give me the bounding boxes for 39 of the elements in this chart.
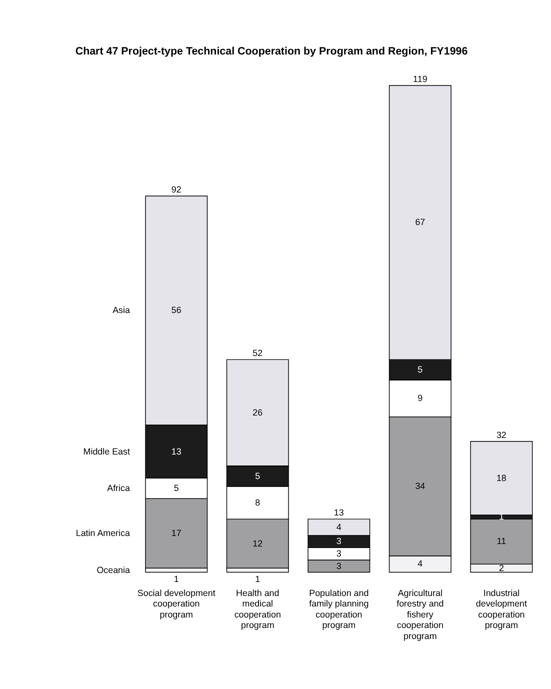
x-tick-label: Social development cooperation program	[137, 588, 216, 620]
data-label: 1	[255, 574, 260, 584]
total-label: 32	[496, 430, 506, 440]
x-tick-label: Industrial development cooperation program	[476, 588, 528, 630]
data-label: 13	[171, 446, 182, 456]
total-label: 13	[334, 508, 344, 518]
data-label: 26	[252, 407, 263, 418]
data-label: 18	[496, 472, 506, 483]
data-label: 5	[255, 470, 260, 481]
data-label: 1	[498, 512, 504, 522]
series-label: Middle East	[83, 446, 130, 456]
data-label: 4	[418, 558, 423, 569]
data-label: 12	[252, 538, 263, 548]
data-label: 11	[496, 536, 506, 546]
series-label: Africa	[107, 483, 130, 494]
data-label: 3	[336, 560, 342, 571]
data-label: 4	[336, 522, 342, 532]
total-label: 92	[171, 184, 182, 194]
total-label: 52	[252, 348, 263, 358]
series-label: Oceania	[96, 564, 130, 575]
total-label: 119	[413, 74, 428, 84]
data-label: 9	[418, 393, 423, 404]
data-label: 5	[174, 483, 179, 494]
x-tick-label: Agricultural forestry and fishery cooperation program	[396, 588, 444, 641]
series-label: Latin America	[76, 528, 130, 538]
data-label: 2	[498, 562, 504, 573]
data-label: 17	[171, 528, 182, 538]
data-label: 67	[415, 217, 426, 228]
data-label: 5	[418, 364, 423, 374]
data-label: 3	[336, 536, 342, 546]
data-label: 8	[255, 497, 260, 508]
data-label: 56	[171, 305, 182, 316]
x-tick-label: Population and family planning cooperation program	[309, 588, 369, 630]
chart-title: Chart 47 Project-type Technical Cooperation by Program and Region, FY1996	[75, 45, 468, 58]
data-label: 1	[174, 574, 179, 584]
series-label: Asia	[112, 305, 130, 316]
x-tick-label: Health and medical cooperation program	[234, 588, 281, 630]
data-label: 34	[415, 481, 426, 492]
data-label: 3	[336, 548, 342, 559]
